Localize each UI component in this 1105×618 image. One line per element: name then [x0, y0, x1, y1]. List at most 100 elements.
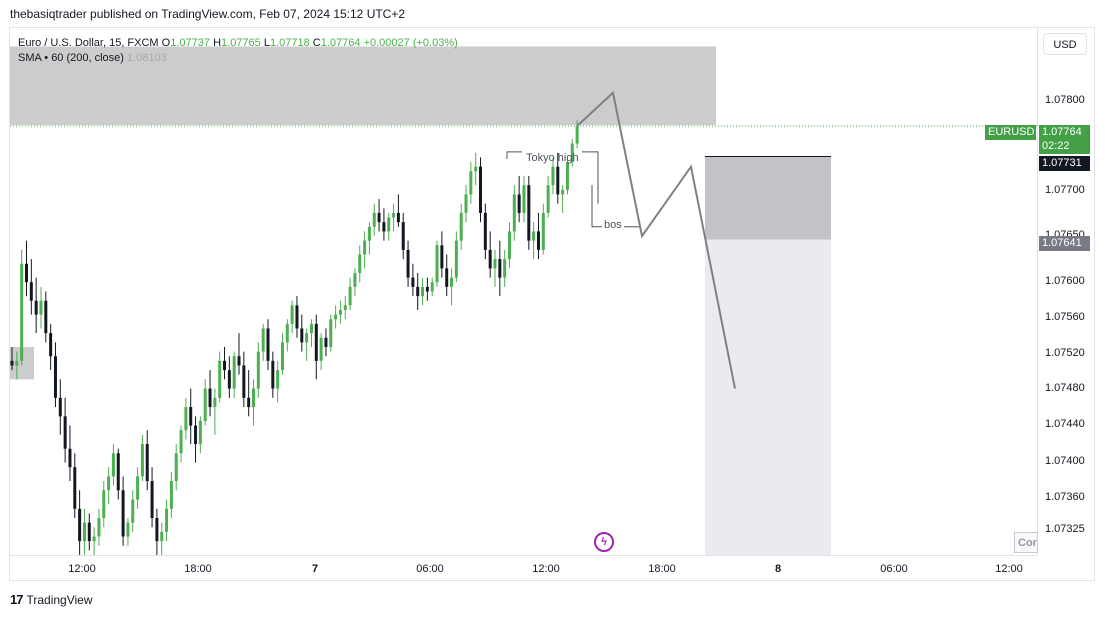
- chart-frame: [9, 27, 1095, 581]
- candle-body: [165, 508, 169, 532]
- candle-body: [87, 522, 91, 542]
- candle-body: [305, 333, 309, 343]
- candle-body: [546, 185, 550, 213]
- candle-body: [252, 388, 255, 408]
- candle-body: [232, 356, 236, 389]
- candle-body: [488, 249, 492, 269]
- candle-body: [377, 212, 381, 223]
- legend-sma-row[interactable]: SMA • 60 (200, close) 1.08103: [18, 51, 458, 66]
- candle-body: [358, 254, 362, 274]
- tokyo-high-bracket: [582, 151, 599, 204]
- candle-body: [285, 323, 289, 343]
- candle-body: [208, 388, 212, 408]
- candle-body: [483, 212, 487, 250]
- chart-svg[interactable]: [10, 28, 1037, 555]
- candle-body: [280, 342, 284, 371]
- price-label: 1.07700: [1045, 184, 1085, 196]
- candle-body: [435, 245, 439, 283]
- candle-body: [10, 360, 14, 366]
- candle-body: [174, 453, 178, 482]
- candle-body: [474, 166, 478, 172]
- candle-body: [382, 222, 386, 232]
- candle-body: [459, 212, 463, 241]
- price-axis[interactable]: [1037, 28, 1094, 555]
- price-label: 1.07325: [1045, 523, 1085, 535]
- candle-body: [92, 536, 96, 542]
- candle-body: [450, 277, 454, 287]
- legend-low: 1.07718: [269, 37, 310, 49]
- candle-body: [416, 286, 420, 297]
- candle-body: [343, 305, 347, 310]
- candle-body: [29, 282, 33, 301]
- candle-body: [334, 314, 338, 320]
- candle-body: [295, 305, 299, 329]
- con-button[interactable]: Con: [1014, 532, 1038, 553]
- candle-body: [454, 240, 458, 278]
- currency-button[interactable]: USD: [1043, 33, 1087, 55]
- candle-body: [536, 231, 540, 250]
- lightning-icon[interactable]: ϟ: [594, 532, 614, 552]
- footer-brand-text: TradingView: [26, 592, 93, 607]
- candle-body: [34, 300, 38, 315]
- legend-high: 1.07765: [221, 37, 261, 49]
- candle-body: [131, 499, 135, 523]
- price-label: 1.07520: [1045, 347, 1085, 359]
- candle-body: [179, 430, 183, 454]
- candle-body: [256, 351, 260, 389]
- candle-body: [522, 185, 526, 213]
- candle-body: [319, 337, 323, 361]
- candle-body: [300, 328, 304, 343]
- price-label: 1.07440: [1045, 418, 1085, 430]
- candle-body: [503, 259, 507, 278]
- candle-body: [430, 282, 434, 292]
- candle-body: [116, 453, 120, 491]
- candle-body: [532, 231, 536, 241]
- candle-body: [565, 162, 569, 190]
- position-risk-zone: [705, 156, 831, 240]
- candle-body: [155, 518, 159, 542]
- legend-sma-label: SMA • 60 (200, close): [18, 52, 124, 64]
- candle-body: [527, 185, 531, 241]
- candle-body: [136, 476, 140, 500]
- candle-body: [78, 508, 82, 542]
- candle-body: [445, 268, 449, 287]
- candle-body: [169, 481, 173, 509]
- candle-body: [290, 305, 294, 324]
- candle-body: [266, 328, 270, 361]
- candle-body: [309, 323, 313, 334]
- candle-body: [198, 420, 202, 445]
- candle-body: [517, 194, 521, 213]
- candle-body: [440, 245, 444, 269]
- time-label: 18:00: [648, 563, 676, 575]
- bos-line: [591, 185, 602, 228]
- time-label: 12:00: [68, 563, 96, 575]
- candle-body: [49, 333, 53, 357]
- time-label: 06:00: [416, 563, 444, 575]
- candle-body: [111, 453, 115, 477]
- candle-body: [411, 277, 415, 287]
- last-price-value: 1.07764: [1042, 126, 1082, 138]
- candle-body: [421, 286, 425, 297]
- candle-body: [44, 300, 48, 334]
- candle-body: [469, 171, 473, 195]
- candle-body: [276, 370, 280, 389]
- candle-body: [107, 476, 111, 491]
- candle-body: [102, 490, 106, 519]
- chart-legend: Euro / U.S. Dollar, 15, FXCM O1.07737 H1…: [18, 36, 458, 66]
- candle-body: [479, 166, 483, 213]
- candle-body: [406, 249, 410, 278]
- candle-body: [227, 370, 231, 389]
- bos-label[interactable]: bos: [604, 219, 622, 231]
- candle-body: [242, 365, 246, 398]
- tradingview-logo-icon: 17: [10, 592, 24, 607]
- tokyo-high-line: [506, 151, 522, 159]
- projection-path: [576, 90, 736, 389]
- candle-body: [401, 222, 405, 250]
- price-label: 1.07800: [1045, 94, 1085, 106]
- legend-open: 1.07737: [170, 37, 210, 49]
- chart-plot-area[interactable]: [10, 28, 1037, 555]
- tokyo-high-label[interactable]: Tokyo high: [526, 152, 579, 164]
- time-axis[interactable]: [10, 555, 1037, 580]
- legend-symbol: Euro / U.S. Dollar, 15, FXCM: [18, 37, 159, 49]
- price-label: 1.07480: [1045, 382, 1085, 394]
